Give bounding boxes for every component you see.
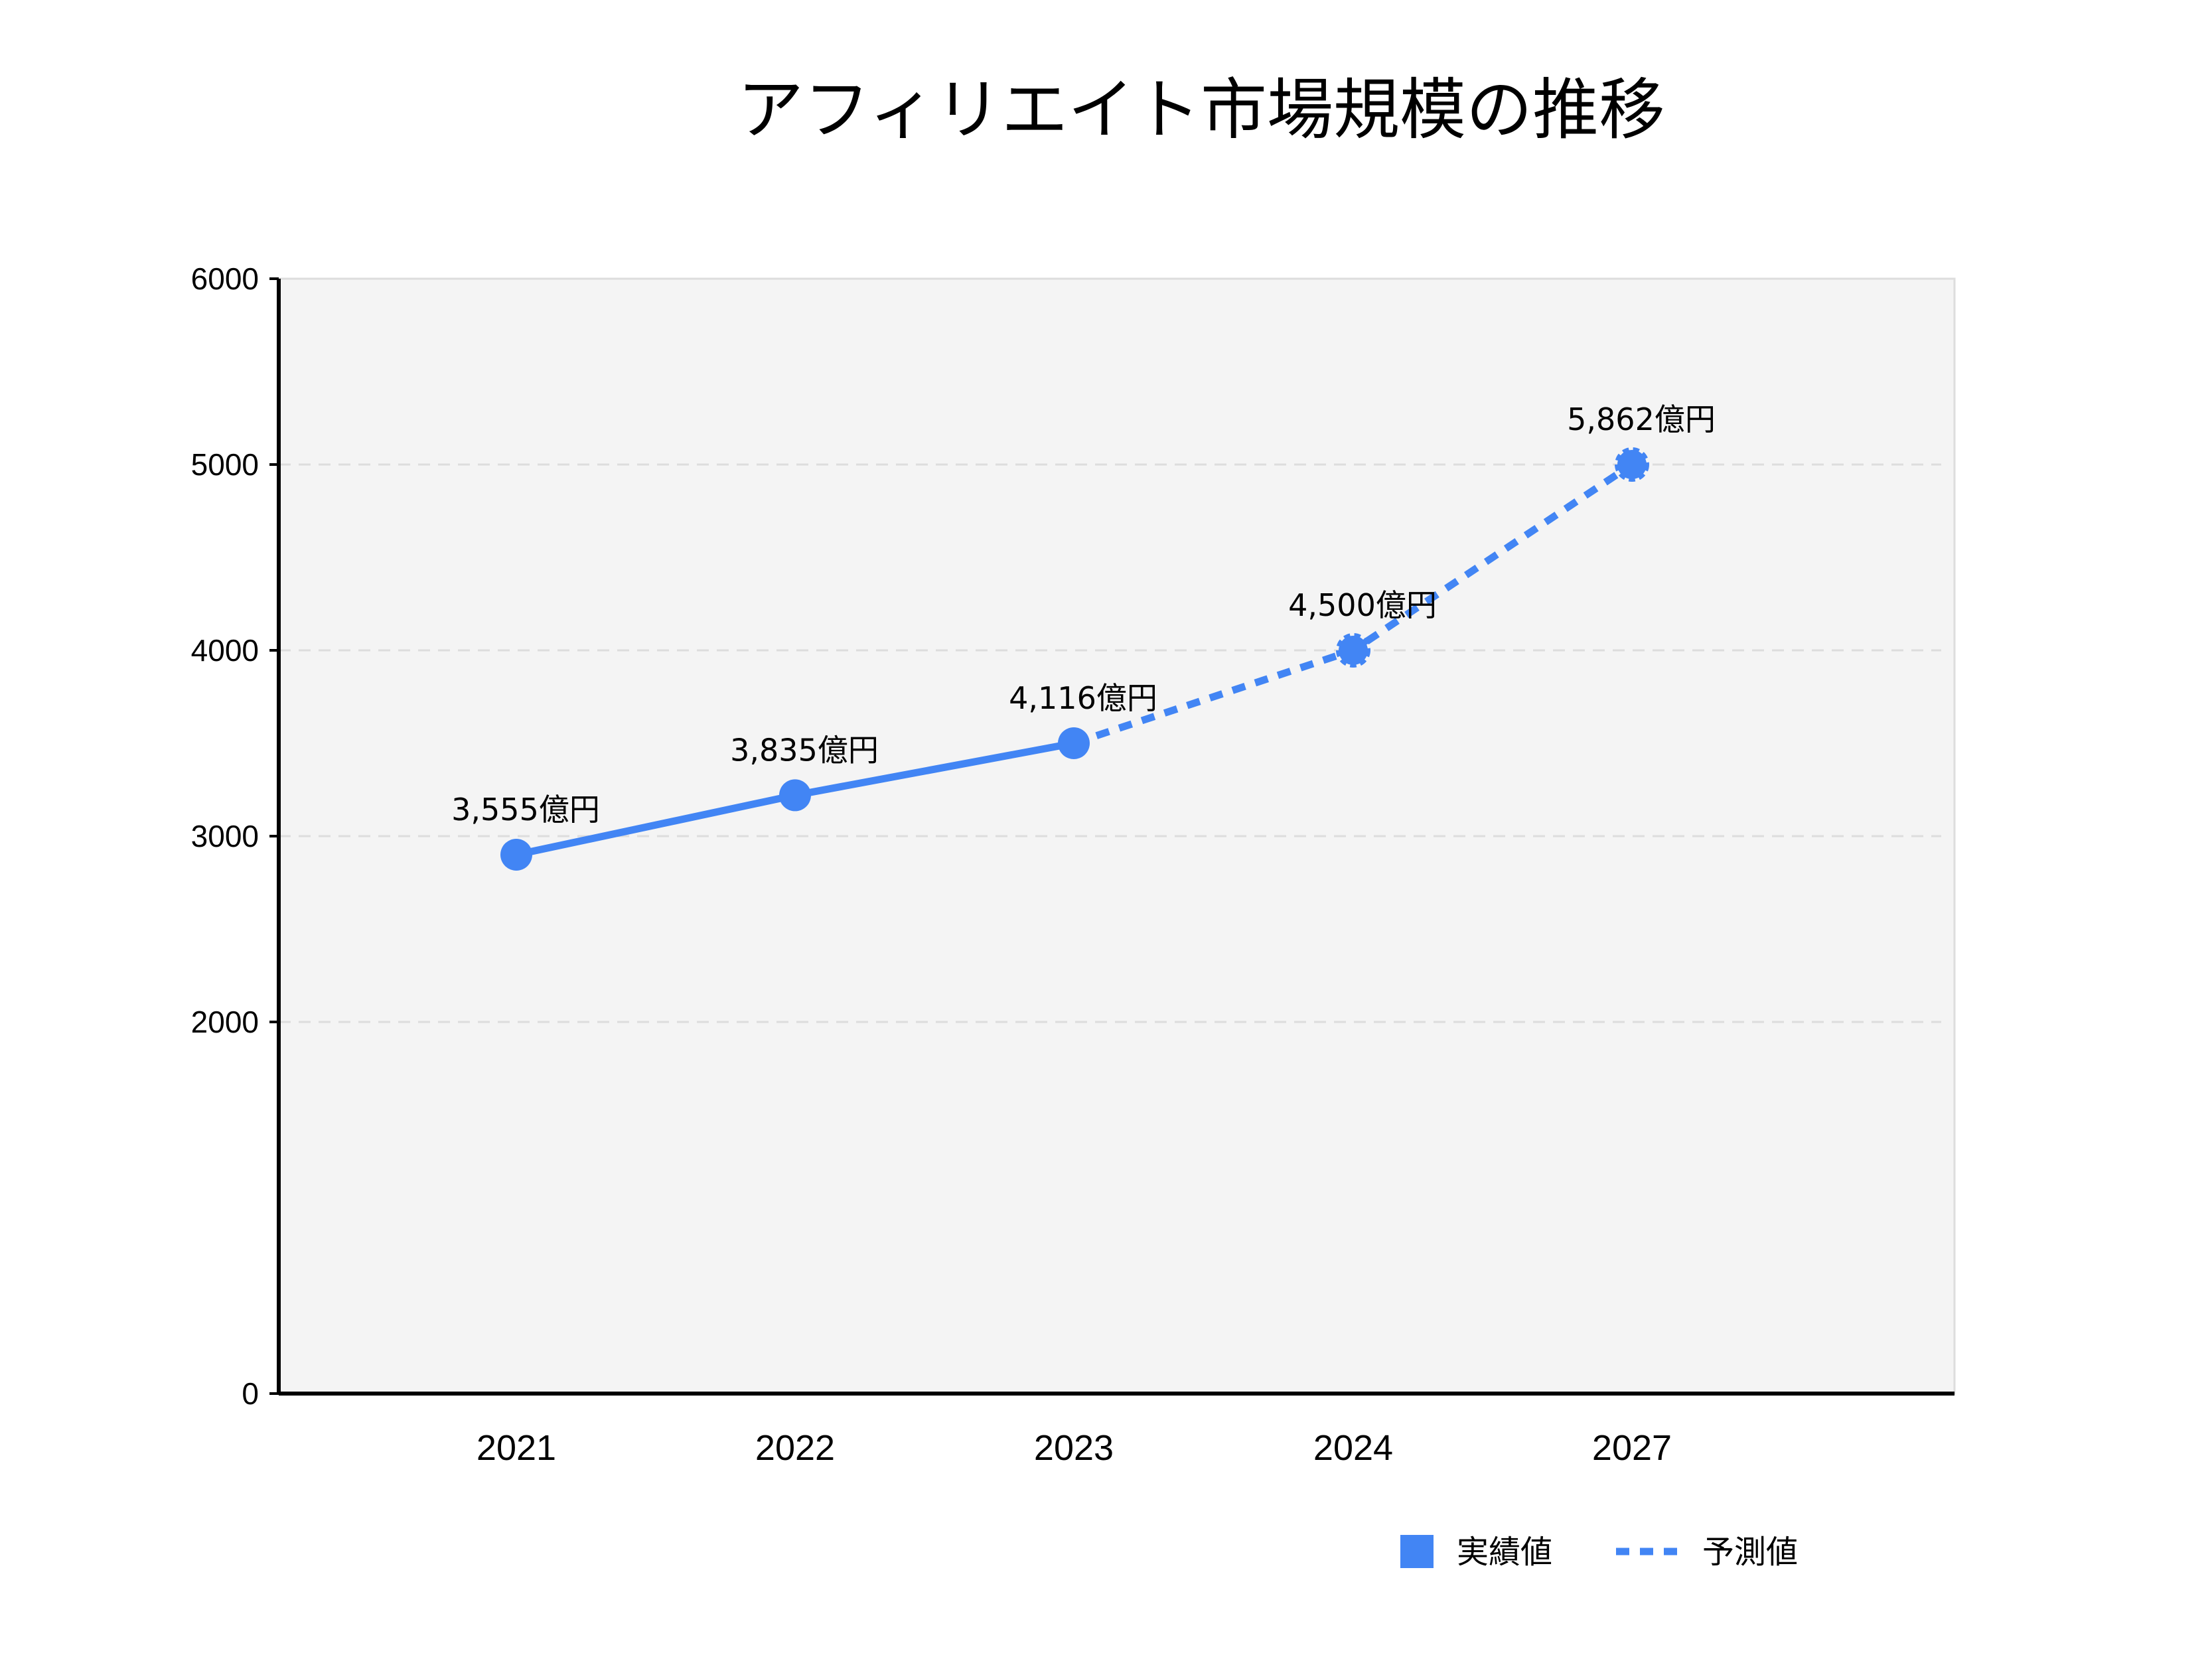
data-point: [1058, 727, 1090, 759]
data-label: 3,555億円: [451, 792, 600, 828]
data-point: [1615, 447, 1649, 482]
data-point: [500, 839, 532, 871]
data-label: 4,500億円: [1288, 587, 1437, 623]
legend-label-forecast: 予測値: [1702, 1534, 1798, 1571]
legend-label-actual: 実績値: [1457, 1534, 1552, 1571]
data-label: 4,116億円: [1009, 680, 1157, 716]
y-tick-label: 6000: [191, 261, 259, 296]
legend-swatch-actual: [1400, 1535, 1434, 1568]
x-tick-label: 2027: [1592, 1428, 1672, 1468]
data-point: [779, 779, 811, 812]
data-label: 5,862億円: [1567, 401, 1716, 437]
y-tick-label: 0: [242, 1376, 259, 1411]
y-tick-label: 3000: [191, 819, 259, 853]
x-tick-label: 2021: [477, 1428, 556, 1468]
x-tick-label: 2024: [1313, 1428, 1393, 1468]
data-label: 3,835億円: [730, 732, 879, 768]
chart-title: アフィリエイト市場規模の推移: [737, 71, 1665, 149]
data-point: [1336, 633, 1370, 668]
y-tick-label: 5000: [191, 447, 259, 482]
x-tick-label: 2023: [1034, 1428, 1114, 1468]
y-tick-label: 4000: [191, 633, 259, 668]
x-tick-label: 2022: [755, 1428, 835, 1468]
y-tick-label: 2000: [191, 1005, 259, 1039]
